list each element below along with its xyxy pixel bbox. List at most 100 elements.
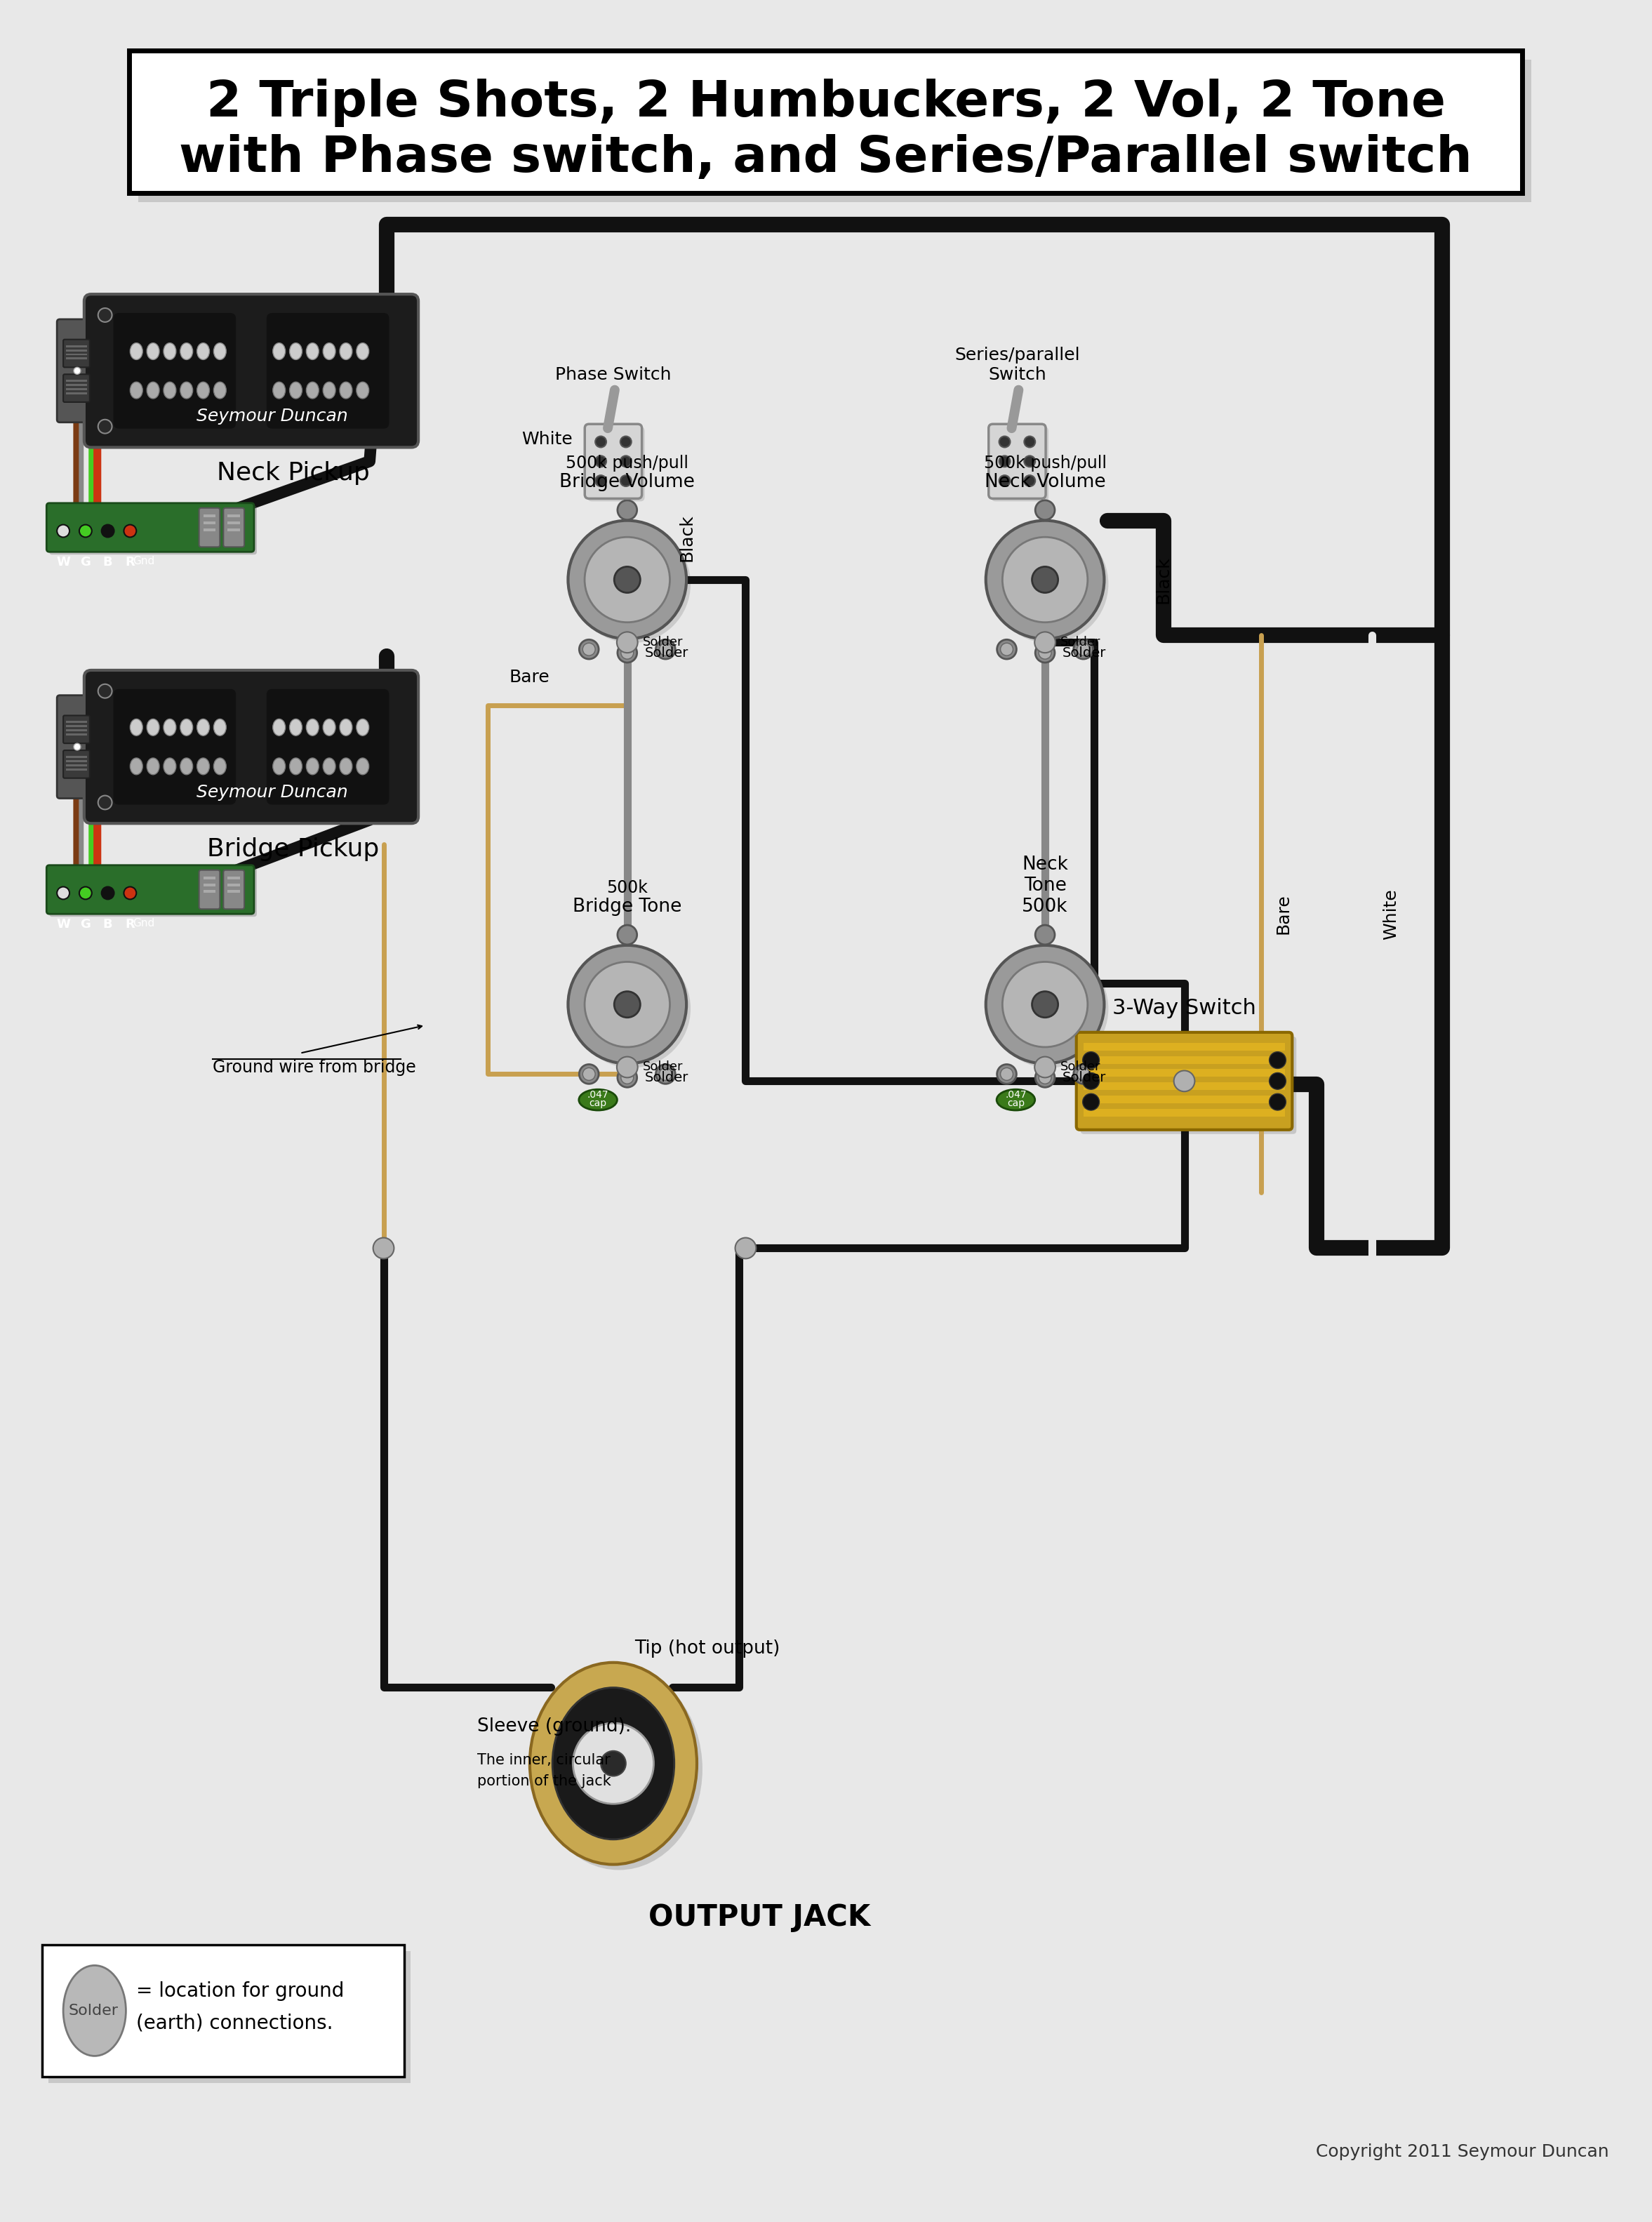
- Text: Seymour Duncan: Seymour Duncan: [197, 784, 349, 800]
- FancyBboxPatch shape: [1080, 1035, 1297, 1133]
- Bar: [1084, 1109, 1285, 1118]
- Ellipse shape: [996, 1089, 1034, 1111]
- Ellipse shape: [273, 720, 286, 735]
- FancyBboxPatch shape: [588, 427, 644, 502]
- Circle shape: [1082, 1093, 1099, 1111]
- Ellipse shape: [197, 720, 210, 735]
- Text: B: B: [102, 556, 112, 569]
- Text: Solder: Solder: [1062, 1071, 1107, 1084]
- Text: G: G: [81, 556, 91, 569]
- Circle shape: [573, 1722, 654, 1804]
- FancyBboxPatch shape: [266, 313, 390, 429]
- FancyBboxPatch shape: [585, 424, 643, 498]
- Ellipse shape: [63, 1966, 126, 2055]
- Circle shape: [583, 642, 595, 655]
- Circle shape: [621, 647, 633, 660]
- Text: cap: cap: [1008, 1098, 1024, 1109]
- FancyBboxPatch shape: [84, 293, 418, 447]
- Ellipse shape: [357, 758, 368, 775]
- Circle shape: [583, 1069, 595, 1080]
- Circle shape: [659, 1069, 672, 1080]
- Text: Black: Black: [1155, 556, 1171, 604]
- Ellipse shape: [273, 758, 286, 775]
- Circle shape: [97, 795, 112, 809]
- Ellipse shape: [552, 1686, 674, 1840]
- Text: Gnd: Gnd: [134, 556, 155, 567]
- Text: Solder: Solder: [1061, 635, 1100, 649]
- Circle shape: [601, 1751, 626, 1775]
- FancyBboxPatch shape: [56, 320, 97, 422]
- Circle shape: [1082, 1051, 1099, 1069]
- Circle shape: [618, 500, 638, 520]
- Bar: [203, 884, 216, 887]
- Ellipse shape: [147, 720, 159, 735]
- Circle shape: [1175, 1071, 1194, 1091]
- Text: Solder: Solder: [1062, 647, 1107, 660]
- Ellipse shape: [340, 720, 352, 735]
- Text: .047: .047: [586, 1091, 608, 1100]
- Ellipse shape: [535, 1669, 702, 1871]
- FancyBboxPatch shape: [114, 313, 236, 429]
- Ellipse shape: [357, 720, 368, 735]
- Circle shape: [124, 887, 137, 900]
- Text: OUTPUT JACK: OUTPUT JACK: [648, 1902, 871, 1933]
- Circle shape: [990, 949, 1108, 1069]
- Circle shape: [656, 640, 676, 660]
- Circle shape: [615, 991, 641, 1018]
- Circle shape: [56, 887, 69, 900]
- Circle shape: [97, 420, 112, 433]
- FancyBboxPatch shape: [223, 871, 244, 909]
- Circle shape: [616, 631, 638, 653]
- Text: Neck Volume: Neck Volume: [985, 473, 1105, 491]
- FancyBboxPatch shape: [991, 427, 1049, 502]
- Circle shape: [618, 642, 638, 662]
- FancyBboxPatch shape: [1077, 1033, 1292, 1129]
- Circle shape: [124, 524, 137, 538]
- Circle shape: [999, 456, 1011, 467]
- Circle shape: [101, 524, 114, 538]
- Text: R: R: [126, 918, 135, 931]
- Circle shape: [595, 476, 606, 487]
- Text: with Phase switch, and Series/Parallel switch: with Phase switch, and Series/Parallel s…: [178, 133, 1472, 182]
- Text: Bare: Bare: [1275, 893, 1292, 933]
- Text: R: R: [126, 556, 135, 569]
- Ellipse shape: [213, 720, 226, 735]
- Circle shape: [79, 887, 93, 900]
- Text: 500k push/pull: 500k push/pull: [567, 456, 689, 471]
- Text: Series/parallel
Switch: Series/parallel Switch: [955, 347, 1080, 382]
- Circle shape: [621, 1071, 633, 1084]
- Circle shape: [620, 436, 631, 447]
- Text: Gnd: Gnd: [134, 918, 155, 929]
- Text: Solder: Solder: [68, 2004, 117, 2018]
- Circle shape: [1269, 1073, 1285, 1089]
- Circle shape: [74, 367, 81, 373]
- Ellipse shape: [213, 758, 226, 775]
- Circle shape: [620, 456, 631, 467]
- Ellipse shape: [197, 342, 210, 360]
- Ellipse shape: [131, 758, 142, 775]
- Circle shape: [1034, 631, 1056, 653]
- Text: Bare: Bare: [509, 669, 550, 687]
- Ellipse shape: [147, 382, 159, 398]
- Text: cap: cap: [590, 1098, 606, 1109]
- Circle shape: [1074, 640, 1094, 660]
- Bar: [203, 529, 216, 531]
- Ellipse shape: [164, 382, 177, 398]
- Ellipse shape: [289, 382, 302, 398]
- Text: Sleeve (ground).: Sleeve (ground).: [477, 1718, 631, 1735]
- Text: B: B: [102, 918, 112, 931]
- Bar: [1084, 1069, 1285, 1078]
- FancyBboxPatch shape: [84, 671, 418, 824]
- Circle shape: [56, 524, 69, 538]
- Circle shape: [572, 949, 691, 1069]
- Text: Ground wire from bridge: Ground wire from bridge: [213, 1058, 416, 1075]
- Circle shape: [585, 538, 669, 622]
- Ellipse shape: [131, 382, 142, 398]
- Text: W: W: [56, 918, 71, 931]
- Circle shape: [1003, 962, 1087, 1047]
- Ellipse shape: [180, 342, 193, 360]
- FancyBboxPatch shape: [198, 509, 220, 547]
- Circle shape: [1024, 436, 1036, 447]
- Ellipse shape: [147, 758, 159, 775]
- Ellipse shape: [273, 382, 286, 398]
